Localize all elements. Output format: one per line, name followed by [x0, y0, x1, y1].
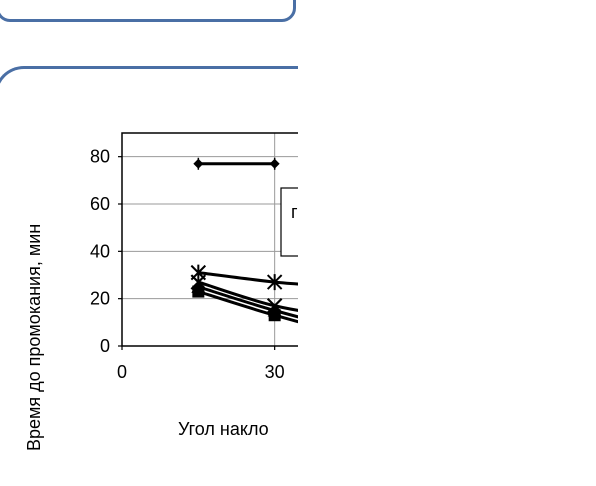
x-axis-label: Угол накло: [178, 419, 269, 439]
data-point-square: [268, 309, 281, 322]
cropped-area: [298, 0, 596, 451]
y-tick-label: 0: [100, 336, 110, 356]
y-tick-label: 80: [90, 147, 110, 167]
x-tick-label: 30: [265, 362, 285, 382]
data-point-square: [192, 285, 205, 298]
x-tick-label: 0: [117, 362, 127, 382]
data-point-star: [266, 274, 283, 291]
top-panel-frame: [0, 0, 296, 22]
legend-text: г: [291, 202, 298, 222]
y-tick-label: 40: [90, 241, 110, 261]
y-tick-label: 20: [90, 289, 110, 309]
y-axis-label: Время до промокания, мин: [24, 224, 44, 451]
y-tick-label: 60: [90, 194, 110, 214]
series-diamond: [193, 157, 280, 170]
